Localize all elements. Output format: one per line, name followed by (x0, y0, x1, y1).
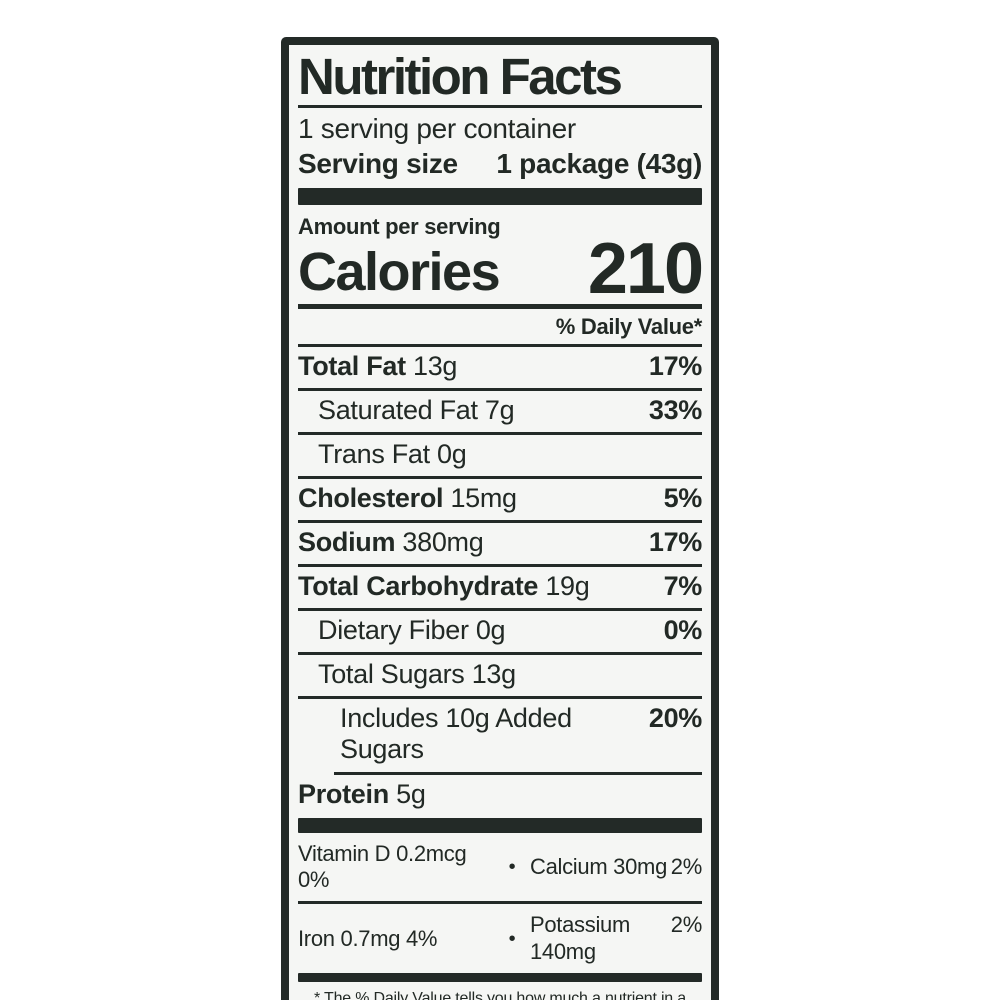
nutrient-amount: 7g (484, 395, 515, 426)
nutrient-name: Saturated Fat (318, 395, 478, 426)
serving-size-value: 1 package (43g) (496, 147, 702, 179)
nutrient-row-protein: Protein 5g (298, 775, 702, 816)
micronutrient-right-dv: 2% (670, 912, 703, 938)
nutrient-amount: 13g (471, 659, 516, 690)
nutrient-name: Total Sugars (318, 659, 465, 690)
nutrient-text: Sodium 380mg (298, 527, 484, 558)
nutrient-name: Includes 10g Added Sugars (340, 703, 572, 765)
nutrient-name: Trans Fat (318, 439, 430, 470)
nutrient-text: Dietary Fiber 0g (298, 615, 506, 646)
nutrient-name: Total Fat (298, 351, 406, 382)
nutrient-amount: 15mg (450, 483, 517, 514)
nutrient-amount: 380mg (402, 527, 484, 558)
nutrient-row-total-carbohydrate: Total Carbohydrate 19g 7% (298, 564, 702, 608)
daily-value-header: % Daily Value* (555, 314, 703, 340)
nutrient-text: Cholesterol 15mg (298, 483, 517, 514)
nutrient-row-trans-fat: Trans Fat 0g (298, 432, 702, 476)
nutrient-text: Total Carbohydrate 19g (298, 571, 590, 602)
nutrition-facts-label: Nutrition Facts 1 serving per container … (281, 37, 719, 1000)
nutrient-dv: 33% (648, 395, 702, 426)
nutrient-amount: 5g (396, 778, 426, 809)
calories-divider (298, 304, 702, 310)
added-sugars-divider (334, 771, 702, 775)
serving-size-row: Serving size 1 package (43g) (298, 146, 702, 188)
nutrient-amount: 0g (437, 439, 467, 470)
calories-value: 210 (587, 229, 704, 310)
calories-row: Calories 210 (298, 229, 704, 310)
label-title: Nutrition Facts (298, 48, 623, 105)
nutrient-row-total-fat: Total Fat 13g 17% (298, 344, 702, 388)
nutrient-dv: 17% (648, 527, 702, 558)
daily-value-footnote: * The % Daily Value tells you how much a… (298, 982, 702, 1000)
nutrient-amount: 13g (413, 351, 458, 382)
nutrient-amount: 19g (545, 571, 590, 602)
nutrient-text: Saturated Fat 7g (298, 395, 515, 426)
nutrient-amount: 0g (475, 615, 506, 646)
footnote-line-1: * The % Daily Value tells you how much a… (314, 990, 686, 1000)
thick-divider-top (298, 187, 702, 205)
nutrient-text: Total Fat 13g (298, 351, 457, 382)
nutrient-row-total-sugars: Total Sugars 13g (298, 652, 702, 696)
micronutrient-left: Vitamin D 0.2mcg 0% (298, 840, 467, 892)
micronutrient-row-1: Vitamin D 0.2mcg 0% • Calcium 30mg 2% (298, 833, 702, 902)
nutrient-row-sodium: Sodium 380mg 17% (298, 520, 702, 564)
nutrient-dv: 7% (663, 571, 703, 602)
micronutrient-rows: Vitamin D 0.2mcg 0% • Calcium 30mg 2% Ir… (298, 833, 702, 974)
nutrient-row-saturated-fat: Saturated Fat 7g 33% (298, 388, 702, 432)
servings-per-container: 1 serving per container (298, 113, 576, 145)
nutrient-text: Trans Fat 0g (298, 439, 467, 470)
nutrient-dv: 20% (648, 703, 702, 734)
title-divider (298, 105, 702, 109)
nutrient-name: Sodium (298, 527, 396, 558)
micronutrient-right: Potassium 140mg 2% (530, 912, 702, 965)
nutrient-text: Includes 10g Added Sugars (298, 703, 649, 765)
micronutrient-right-name: Calcium 30mg (530, 853, 668, 879)
nutrient-row-cholesterol: Cholesterol 15mg 5% (298, 476, 702, 520)
nutrient-dv: 5% (663, 483, 703, 514)
micronutrient-row-2: Iron 0.7mg 4% • Potassium 140mg 2% (298, 901, 702, 973)
nutrient-name: Protein (298, 778, 389, 809)
amount-per-serving: Amount per serving (298, 213, 501, 239)
nutrient-name: Total Carbohydrate (298, 571, 539, 602)
calories-label: Calories (298, 242, 501, 303)
bullet-separator: • (508, 855, 516, 878)
serving-size-label: Serving size (298, 147, 458, 179)
nutrient-text: Total Sugars 13g (298, 659, 516, 690)
nutrient-rows: Total Fat 13g 17% Saturated Fat 7g 33% T… (298, 344, 702, 816)
nutrient-name: Dietary Fiber (318, 615, 469, 646)
bullet-separator: • (508, 927, 516, 950)
micronutrient-right-name: Potassium 140mg (530, 912, 631, 964)
thick-divider-middle (298, 817, 702, 833)
micronutrient-right-dv: 2% (670, 853, 703, 879)
nutrient-dv: 0% (663, 615, 703, 646)
micronutrient-left: Iron 0.7mg 4% (298, 925, 438, 951)
micronutrient-right: Calcium 30mg 2% (530, 854, 702, 880)
thick-divider-bottom (298, 973, 702, 983)
nutrient-text: Protein 5g (298, 779, 426, 810)
nutrient-row-dietary-fiber: Dietary Fiber 0g 0% (298, 608, 702, 652)
nutrient-dv: 17% (648, 351, 702, 382)
nutrient-name: Cholesterol (298, 483, 444, 514)
nutrient-row-added-sugars: Includes 10g Added Sugars 20% (298, 696, 702, 771)
